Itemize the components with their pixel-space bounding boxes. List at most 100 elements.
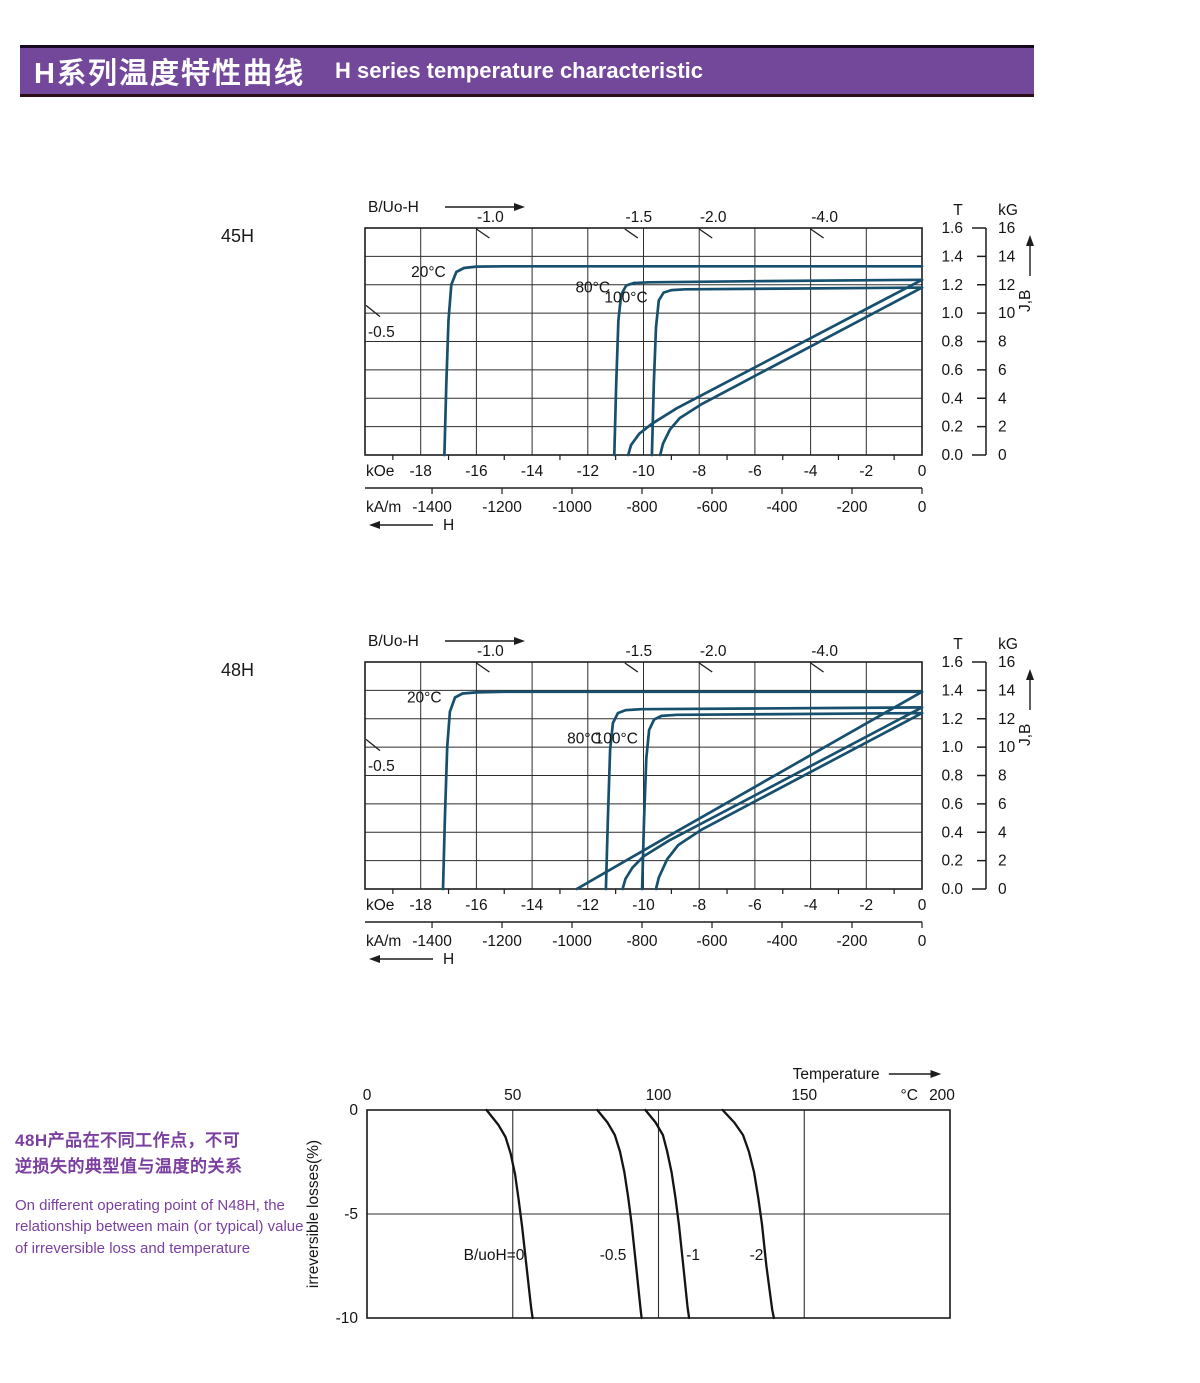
header-banner: H系列温度特性曲线 H series temperature character… xyxy=(20,45,1034,97)
irreversible-loss-chart: 0 50 100 150 200 °C Temperature 0 -5 -10 irreversi… xyxy=(305,1066,955,1327)
kg-tick-label: 10 xyxy=(998,739,1016,756)
b-uoh-arrowhead xyxy=(514,203,525,211)
t-tick-label: 1.4 xyxy=(941,248,963,265)
koe-tick-label: 0 xyxy=(918,897,927,914)
series-BuoH0 xyxy=(485,1108,534,1320)
description-block: 48H产品在不同工作点，不可 逆损失的典型值与温度的关系 On differen… xyxy=(15,1128,307,1260)
t-axis-header: T xyxy=(953,636,963,653)
t-tick-label: 0.4 xyxy=(941,390,963,407)
t-tick-label: 0.4 xyxy=(941,824,963,841)
series--1 xyxy=(644,1108,691,1320)
koe-tick-label: -4 xyxy=(804,897,818,914)
loss-tick-label: 0 xyxy=(349,1102,358,1119)
load-line-marks: -1.0 -1.5 -2.0 -4.0 -0.5 xyxy=(365,209,838,341)
load-line-label: -0.5 xyxy=(368,758,395,775)
kam-tick-label: -200 xyxy=(836,933,867,950)
kam-tick-label: -1000 xyxy=(552,933,592,950)
koe-tick-label: -8 xyxy=(692,897,706,914)
kam-tick-label: -1000 xyxy=(552,499,592,516)
series-label: 80°C xyxy=(575,280,610,297)
t-tick-label: 0.0 xyxy=(941,447,963,464)
b-uoh-axis-label: B/Uo-H xyxy=(368,633,419,650)
t-tick-label: 1.0 xyxy=(941,739,963,756)
b-uoh-axis-label: B/Uo-H xyxy=(368,199,419,216)
description-zh-line1: 48H产品在不同工作点，不可 xyxy=(15,1131,241,1150)
load-line-label: -1.5 xyxy=(625,209,652,226)
temp-tick-label: 0 xyxy=(363,1087,372,1104)
b-uoh-arrowhead xyxy=(514,637,525,645)
series-80C-J xyxy=(604,706,924,891)
kg-tick-label: 2 xyxy=(998,419,1007,436)
loss-tick-label: -5 xyxy=(344,1206,358,1223)
load-line-marks: -1.0 -1.5 -2.0 -4.0 -0.5 xyxy=(365,643,838,775)
koe-tick-label: -14 xyxy=(521,897,544,914)
load-line-label: -1.0 xyxy=(477,209,504,226)
section-label-48h: 48H xyxy=(221,660,255,680)
series-100C-J xyxy=(640,711,924,891)
jb-axis-label: J,B xyxy=(1017,724,1034,746)
series-20C-B xyxy=(575,690,924,891)
t-tick-label: 0.8 xyxy=(941,334,963,351)
t-tick-label: 0.2 xyxy=(941,853,963,870)
series-80C-B xyxy=(621,706,924,891)
koe-tick-label: -8 xyxy=(692,463,706,480)
load-line-label: -2.0 xyxy=(700,643,727,660)
jb-axis-label: J,B xyxy=(1017,290,1034,312)
series-label: 20°C xyxy=(407,689,442,706)
load-line-label: -4.0 xyxy=(811,209,838,226)
loss-tick-label: -10 xyxy=(336,1310,359,1327)
kg-tick-label: 2 xyxy=(998,853,1007,870)
kam-tick-label: -800 xyxy=(627,933,658,950)
description-zh-line2: 逆损失的典型值与温度的关系 xyxy=(15,1157,243,1177)
kam-tick-label: 0 xyxy=(918,499,927,516)
series-label: -1 xyxy=(686,1247,700,1264)
koe-unit-label: kOe xyxy=(366,463,394,480)
jb-arrowhead xyxy=(1026,235,1034,246)
h-axis-label: H xyxy=(443,517,454,534)
kg-tick-label: 14 xyxy=(998,682,1016,699)
t-tick-label: 0.2 xyxy=(941,419,963,436)
koe-tick-label: -4 xyxy=(804,463,818,480)
kg-tick-label: 6 xyxy=(998,362,1007,379)
kam-tick-label: -200 xyxy=(836,499,867,516)
kam-tick-label: 0 xyxy=(918,933,927,950)
minor-ticks xyxy=(392,889,895,894)
load-line-label: -0.5 xyxy=(368,324,395,341)
t-tick-label: 0.0 xyxy=(941,881,963,898)
koe-tick-label: -16 xyxy=(465,897,487,914)
t-tick-label: 1.2 xyxy=(941,277,963,294)
series-label: -0.5 xyxy=(600,1247,627,1264)
kg-tick-label: 12 xyxy=(998,711,1015,728)
load-line-label: -1.5 xyxy=(625,643,652,660)
h-axis-label: H xyxy=(443,951,454,968)
temp-tick-label: 150 xyxy=(791,1087,817,1104)
koe-tick-label: -18 xyxy=(409,897,431,914)
koe-tick-label: -12 xyxy=(577,897,599,914)
kam-tick-label: -1400 xyxy=(412,499,452,516)
koe-tick-label: -6 xyxy=(748,897,762,914)
kam-tick-label: -800 xyxy=(627,499,658,516)
kg-tick-label: 8 xyxy=(998,334,1007,351)
t-tick-label: 0.8 xyxy=(941,768,963,785)
t-tick-label: 1.6 xyxy=(941,220,963,237)
grid xyxy=(366,1109,951,1319)
series-100C-J xyxy=(650,286,924,457)
section-label-45h: 45H xyxy=(221,226,255,246)
celsius-unit-label: °C xyxy=(901,1087,918,1104)
series-100C-B xyxy=(654,711,924,891)
kg-tick-label: 16 xyxy=(998,654,1015,671)
t-tick-label: 1.6 xyxy=(941,654,963,671)
koe-tick-label: -14 xyxy=(521,463,544,480)
t-tick-label: 0.6 xyxy=(941,362,963,379)
page-title-en: H series temperature characteristic xyxy=(334,58,704,83)
page-title-zh: H系列温度特性曲线 xyxy=(34,58,305,90)
loss-axis-title: irreversible losses(%) xyxy=(305,1140,322,1288)
kam-tick-label: -400 xyxy=(766,933,797,950)
loss-plot: 0 50 100 150 200 °C Temperature 0 -5 -10 irreversi… xyxy=(305,1066,955,1327)
kam-tick-label: -1200 xyxy=(482,499,522,516)
description-en: On different operating point of N48H, th… xyxy=(15,1196,304,1258)
t-tick-label: 0.6 xyxy=(941,796,963,813)
